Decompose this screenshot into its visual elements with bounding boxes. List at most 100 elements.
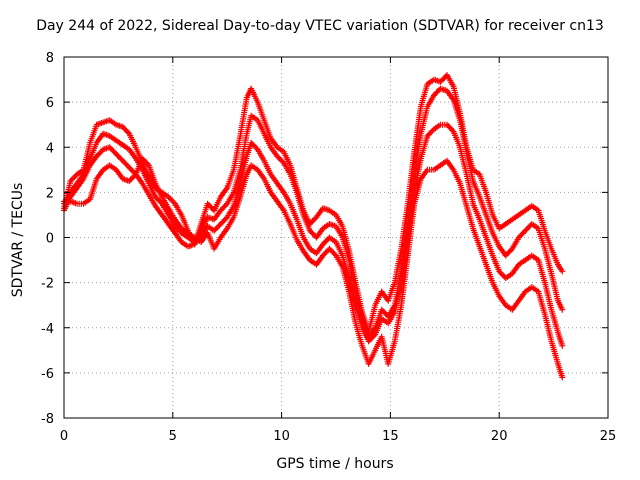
data-point xyxy=(548,338,561,365)
data-point xyxy=(385,310,397,327)
data-point xyxy=(476,216,489,239)
data-point xyxy=(391,247,404,286)
data-point xyxy=(254,117,267,135)
data-point xyxy=(528,284,540,294)
data-point xyxy=(509,263,521,277)
data-point xyxy=(178,239,190,249)
data-point xyxy=(502,247,514,259)
data-point xyxy=(417,135,430,162)
data-point xyxy=(444,87,456,102)
data-point xyxy=(528,202,540,213)
data-point xyxy=(541,311,554,343)
data-point xyxy=(158,193,171,210)
data-point xyxy=(515,290,528,304)
x-tick-label: 15 xyxy=(382,429,399,444)
data-point xyxy=(106,117,118,127)
data-point xyxy=(67,181,79,196)
data-point xyxy=(274,153,286,165)
data-point xyxy=(113,151,125,163)
data-point xyxy=(217,202,229,214)
data-point xyxy=(339,234,352,261)
data-point xyxy=(237,173,250,200)
data-point xyxy=(217,227,230,241)
data-point xyxy=(178,211,191,232)
data-point xyxy=(483,234,495,257)
data-point xyxy=(243,164,254,178)
x-tick-label: 20 xyxy=(491,429,508,444)
data-point xyxy=(515,229,527,241)
x-tick-label: 5 xyxy=(169,429,177,444)
data-point xyxy=(333,223,345,239)
data-point xyxy=(457,144,470,176)
data-point xyxy=(483,189,496,216)
data-point xyxy=(372,317,384,338)
data-point xyxy=(113,166,125,181)
data-point xyxy=(119,142,131,152)
data-point xyxy=(333,252,345,268)
data-point xyxy=(93,147,105,160)
data-point xyxy=(152,202,164,217)
data-point xyxy=(515,208,527,218)
data-point xyxy=(172,216,184,230)
data-point xyxy=(224,191,236,207)
data-point xyxy=(385,281,397,304)
data-point xyxy=(224,216,236,232)
data-point xyxy=(430,86,443,99)
data-point xyxy=(139,155,151,167)
data-point xyxy=(496,293,508,307)
data-point xyxy=(254,166,267,181)
data-point xyxy=(165,221,177,235)
data-point xyxy=(313,254,325,268)
data-point xyxy=(158,211,171,226)
data-point xyxy=(287,171,300,194)
data-point xyxy=(126,172,138,185)
y-tick-label: -8 xyxy=(41,412,54,427)
data-point xyxy=(230,168,243,196)
data-point xyxy=(178,230,190,240)
data-point xyxy=(237,132,250,173)
data-point xyxy=(463,202,476,230)
series-4 xyxy=(61,155,566,381)
data-point xyxy=(483,211,495,234)
data-point xyxy=(496,222,508,232)
data-point xyxy=(463,171,476,205)
data-point xyxy=(165,193,177,206)
data-point xyxy=(385,340,398,367)
data-point xyxy=(211,195,223,214)
data-point xyxy=(306,215,319,227)
data-point xyxy=(437,121,448,128)
y-tick-label: 4 xyxy=(46,141,54,156)
data-point xyxy=(293,189,306,216)
data-point xyxy=(509,236,521,252)
data-point xyxy=(198,202,210,227)
x-axis-ticks: 0 5 10 15 20 25 xyxy=(60,57,616,444)
y-axis-ticks: 8 6 4 2 0 -2 -4 -6 -8 xyxy=(41,51,608,427)
data-point xyxy=(313,227,325,241)
data-point xyxy=(106,133,118,143)
data-point xyxy=(398,202,411,252)
data-point xyxy=(541,227,554,250)
data-point xyxy=(217,186,230,200)
data-point xyxy=(300,234,312,250)
data-point xyxy=(165,205,177,221)
data-point xyxy=(67,186,79,200)
data-point xyxy=(87,141,99,162)
data-point xyxy=(404,202,418,259)
data-point xyxy=(145,173,158,189)
data-point xyxy=(93,132,106,146)
data-point xyxy=(339,223,352,252)
data-point xyxy=(417,83,430,110)
data-point xyxy=(145,180,158,198)
data-point xyxy=(198,216,210,234)
data-point xyxy=(489,230,502,248)
data-point xyxy=(450,83,463,115)
data-point xyxy=(411,177,424,207)
data-point xyxy=(87,154,99,169)
data-point xyxy=(293,216,306,239)
data-point xyxy=(119,157,131,170)
data-point xyxy=(404,150,418,207)
data-point xyxy=(319,222,331,232)
data-point xyxy=(74,172,86,187)
data-point xyxy=(280,189,293,205)
